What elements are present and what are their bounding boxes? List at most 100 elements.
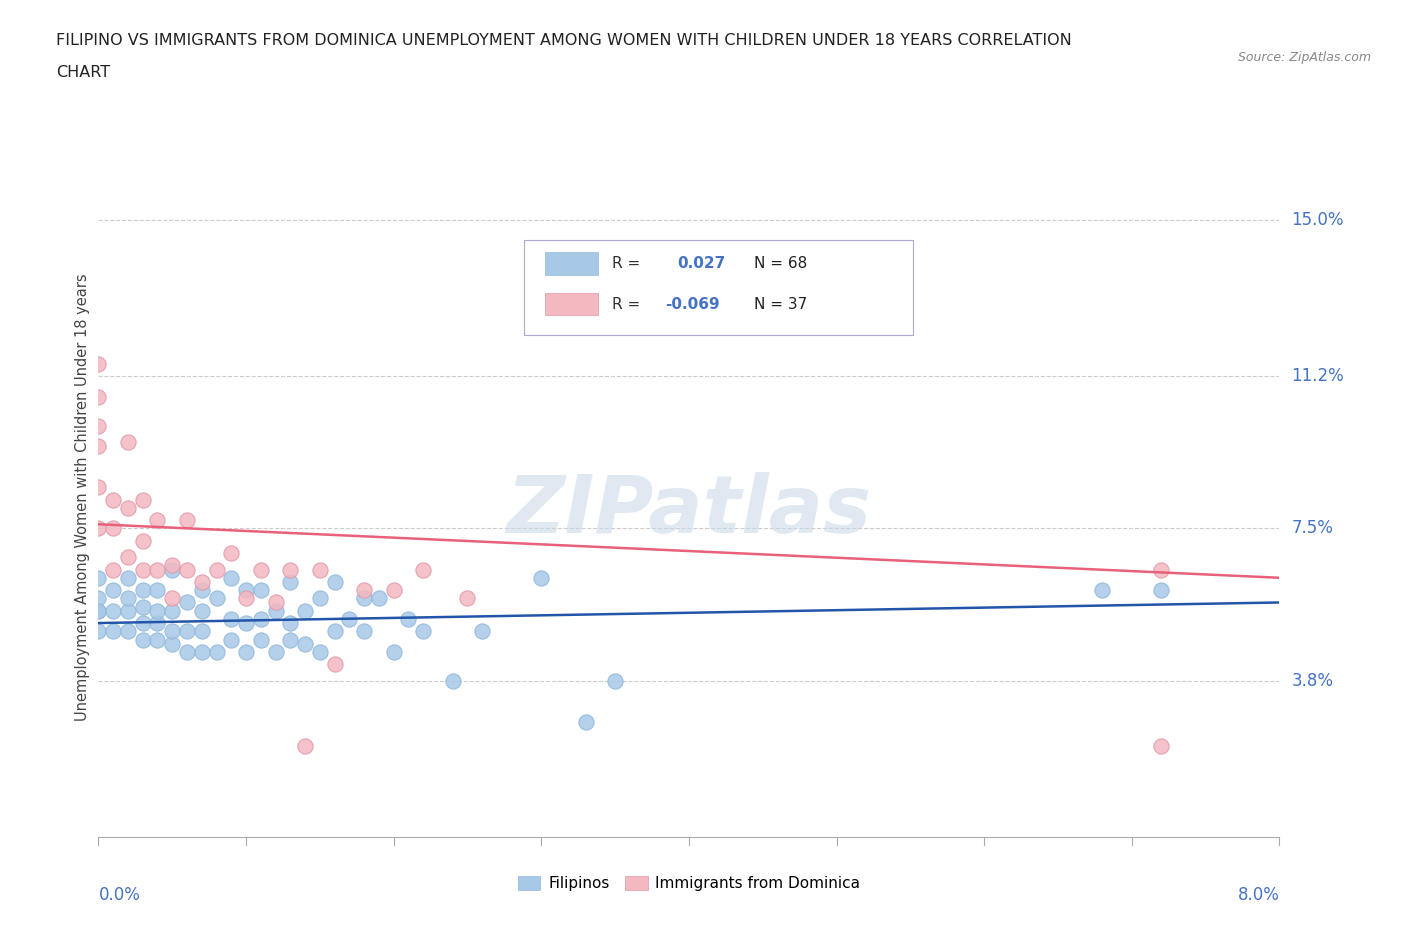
Point bbox=[235, 644, 257, 659]
Point bbox=[219, 570, 242, 585]
Text: -0.069: -0.069 bbox=[665, 297, 720, 312]
Point bbox=[117, 550, 139, 565]
Point bbox=[1150, 583, 1173, 598]
Point bbox=[574, 714, 596, 729]
Point bbox=[1150, 739, 1173, 754]
FancyBboxPatch shape bbox=[546, 293, 598, 315]
Point bbox=[87, 390, 110, 405]
Point bbox=[132, 616, 155, 631]
Point bbox=[205, 562, 228, 577]
Legend: Filipinos, Immigrants from Dominica: Filipinos, Immigrants from Dominica bbox=[512, 870, 866, 897]
Point bbox=[162, 624, 183, 639]
Point bbox=[162, 562, 183, 577]
Point bbox=[205, 591, 228, 605]
Point bbox=[308, 562, 332, 577]
Point bbox=[117, 604, 139, 618]
Point bbox=[132, 599, 155, 614]
Point bbox=[205, 644, 228, 659]
Point bbox=[87, 604, 110, 618]
Text: 3.8%: 3.8% bbox=[1291, 671, 1333, 690]
Point bbox=[117, 434, 139, 449]
Text: Source: ZipAtlas.com: Source: ZipAtlas.com bbox=[1237, 51, 1371, 64]
Text: R =: R = bbox=[612, 297, 645, 312]
Point bbox=[132, 583, 155, 598]
Point bbox=[146, 583, 169, 598]
Text: 0.027: 0.027 bbox=[678, 256, 725, 271]
Text: FILIPINO VS IMMIGRANTS FROM DOMINICA UNEMPLOYMENT AMONG WOMEN WITH CHILDREN UNDE: FILIPINO VS IMMIGRANTS FROM DOMINICA UNE… bbox=[56, 33, 1071, 47]
Point bbox=[250, 612, 273, 627]
Point bbox=[219, 612, 242, 627]
Text: 0.0%: 0.0% bbox=[98, 886, 141, 904]
Point bbox=[176, 512, 198, 527]
Point bbox=[103, 562, 124, 577]
Point bbox=[367, 591, 389, 605]
FancyBboxPatch shape bbox=[546, 252, 598, 274]
Y-axis label: Unemployment Among Women with Children Under 18 years: Unemployment Among Women with Children U… bbox=[75, 273, 90, 722]
FancyBboxPatch shape bbox=[523, 240, 914, 335]
Point bbox=[250, 632, 273, 647]
Text: 7.5%: 7.5% bbox=[1291, 520, 1333, 538]
Point bbox=[87, 439, 110, 454]
Point bbox=[278, 616, 301, 631]
Point bbox=[191, 624, 214, 639]
Point bbox=[353, 591, 375, 605]
Point bbox=[250, 583, 273, 598]
Point bbox=[146, 616, 169, 631]
Point bbox=[191, 644, 214, 659]
Point bbox=[191, 575, 214, 590]
Point bbox=[103, 583, 124, 598]
Point bbox=[87, 604, 110, 618]
Point bbox=[162, 591, 183, 605]
Point bbox=[264, 595, 287, 610]
Point bbox=[132, 533, 155, 548]
Point bbox=[308, 644, 332, 659]
Point bbox=[146, 512, 169, 527]
Point bbox=[87, 521, 110, 536]
Point bbox=[323, 575, 346, 590]
Point bbox=[441, 673, 464, 688]
Point bbox=[191, 583, 214, 598]
Text: 8.0%: 8.0% bbox=[1237, 886, 1279, 904]
Point bbox=[337, 612, 360, 627]
Point bbox=[412, 562, 434, 577]
Point bbox=[471, 624, 494, 639]
Point bbox=[146, 632, 169, 647]
Point bbox=[132, 492, 155, 507]
Point bbox=[278, 575, 301, 590]
Point bbox=[117, 500, 139, 515]
Point bbox=[103, 604, 124, 618]
Point bbox=[176, 562, 198, 577]
Point bbox=[323, 657, 346, 671]
Point bbox=[219, 546, 242, 561]
Text: 11.2%: 11.2% bbox=[1291, 367, 1344, 385]
Point bbox=[353, 583, 375, 598]
Point bbox=[264, 644, 287, 659]
Point bbox=[176, 624, 198, 639]
Point bbox=[117, 591, 139, 605]
Point bbox=[103, 492, 124, 507]
Point bbox=[396, 612, 419, 627]
Point bbox=[176, 644, 198, 659]
Point bbox=[162, 636, 183, 651]
Point bbox=[132, 562, 155, 577]
Point bbox=[87, 624, 110, 639]
Point bbox=[264, 604, 287, 618]
Point bbox=[530, 570, 553, 585]
Text: ZIPatlas: ZIPatlas bbox=[506, 472, 872, 551]
Point bbox=[278, 632, 301, 647]
Point bbox=[382, 583, 405, 598]
Point bbox=[103, 624, 124, 639]
Point bbox=[176, 595, 198, 610]
Point bbox=[235, 616, 257, 631]
Text: N = 37: N = 37 bbox=[754, 297, 807, 312]
Point bbox=[278, 562, 301, 577]
Point bbox=[294, 636, 316, 651]
Text: N = 68: N = 68 bbox=[754, 256, 807, 271]
Point bbox=[294, 604, 316, 618]
Point bbox=[294, 739, 316, 754]
Point bbox=[162, 604, 183, 618]
Point bbox=[235, 583, 257, 598]
Point bbox=[308, 591, 332, 605]
Text: 15.0%: 15.0% bbox=[1291, 211, 1344, 229]
Point bbox=[1091, 583, 1114, 598]
